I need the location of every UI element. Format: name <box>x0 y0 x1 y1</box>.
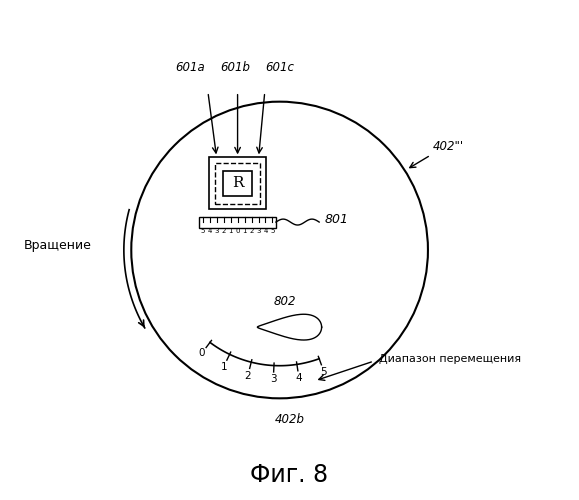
Text: 2: 2 <box>221 228 226 234</box>
Text: 4: 4 <box>207 228 212 234</box>
Text: 5: 5 <box>321 366 327 376</box>
Text: 4: 4 <box>263 228 267 234</box>
Text: 402"': 402"' <box>433 140 464 152</box>
Text: 0: 0 <box>235 228 240 234</box>
Text: 4: 4 <box>296 373 302 383</box>
Text: Фиг. 8: Фиг. 8 <box>251 463 328 487</box>
Text: 0: 0 <box>199 348 205 358</box>
Text: 1: 1 <box>221 362 227 372</box>
Text: 601b: 601b <box>220 62 250 74</box>
Text: Диапазон перемещения: Диапазон перемещения <box>379 354 521 364</box>
Text: 3: 3 <box>256 228 261 234</box>
Text: 1: 1 <box>243 228 247 234</box>
Text: 3: 3 <box>270 374 277 384</box>
Text: 3: 3 <box>214 228 219 234</box>
Text: Вращение: Вращение <box>24 238 91 252</box>
Text: 402b: 402b <box>274 413 305 426</box>
Text: 802: 802 <box>273 296 296 308</box>
Text: R: R <box>232 176 243 190</box>
Text: 801: 801 <box>324 213 348 226</box>
Text: 2: 2 <box>244 370 251 380</box>
Text: 5: 5 <box>270 228 274 234</box>
Text: 2: 2 <box>250 228 254 234</box>
Text: 1: 1 <box>228 228 233 234</box>
Text: 601a: 601a <box>176 62 206 74</box>
Text: 601c: 601c <box>265 62 294 74</box>
Text: 5: 5 <box>200 228 205 234</box>
